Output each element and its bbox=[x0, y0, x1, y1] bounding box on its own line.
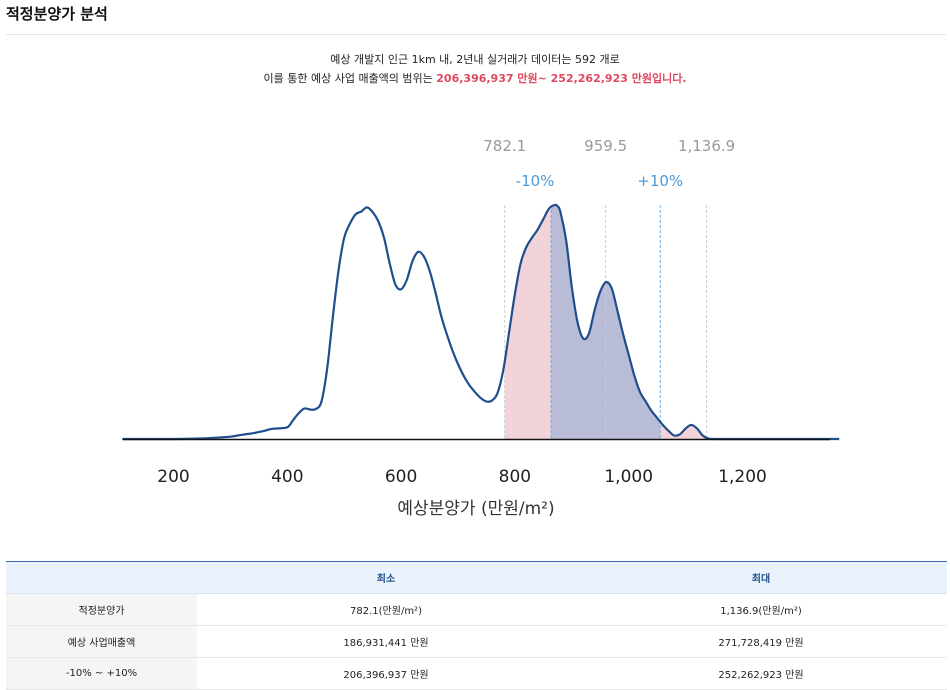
curve-group bbox=[122, 203, 840, 441]
result-table: 최소 최대 적정분양가 782.1(만원/m²) 1,136.9(만원/m²) … bbox=[6, 561, 947, 690]
markers-group bbox=[504, 205, 708, 439]
table-cell-max: 271,728,419 만원 bbox=[575, 625, 947, 658]
revenue-range-highlight: 206,396,937 만원~ 252,262,923 만원입니다. bbox=[436, 72, 687, 85]
page-title: 적정분양가 분석 bbox=[6, 5, 108, 23]
table-cell-min: 782.1(만원/m²) bbox=[197, 593, 575, 626]
table-row: 적정분양가 782.1(만원/m²) 1,136.9(만원/m²) bbox=[6, 593, 947, 626]
summary-line-2-prefix: 이를 통한 예상 사업 매출액의 범위는 bbox=[263, 72, 437, 85]
x-tick-label: 400 bbox=[271, 467, 303, 487]
fills-group bbox=[504, 204, 707, 439]
table-row-label: 예상 사업매출액 bbox=[6, 625, 197, 658]
x-tick-label: 800 bbox=[499, 467, 531, 487]
table-header-row: 최소 최대 bbox=[6, 561, 947, 594]
table-row-label: 적정분양가 bbox=[6, 593, 197, 626]
ten-percent-range-fill bbox=[551, 204, 661, 439]
x-tick-label: 600 bbox=[385, 467, 417, 487]
density-curve bbox=[122, 203, 840, 441]
minus-ten-percent-label: -10% bbox=[516, 172, 555, 190]
density-chart: 200 400 600 800 1,000 1,200 예상분양가 (만원/m²) 782.… bbox=[122, 137, 840, 519]
table-row: 예상 사업매출액 186,931,441 만원 271,728,419 만원 bbox=[6, 625, 947, 658]
appropriate-price-label: 959.5 bbox=[584, 137, 627, 155]
table-cell-min: 186,931,441 만원 bbox=[197, 625, 575, 658]
summary-text: 예상 개발지 인근 1km 내, 2년내 실거래가 데이터는 592 개로 이를… bbox=[0, 50, 950, 88]
table-header-empty bbox=[6, 561, 197, 594]
price-range-fill bbox=[504, 204, 707, 439]
table-header-max: 최대 bbox=[575, 561, 947, 594]
min-price-label: 782.1 bbox=[483, 137, 526, 155]
table-header-min: 최소 bbox=[197, 561, 575, 594]
title-divider bbox=[6, 34, 946, 35]
max-price-label: 1,136.9 bbox=[678, 137, 735, 155]
table-cell-max: 1,136.9(만원/m²) bbox=[575, 593, 947, 626]
summary-line-2: 이를 통한 예상 사업 매출액의 범위는 206,396,937 만원~ 252… bbox=[0, 69, 950, 88]
axis-group: 200 400 600 800 1,000 1,200 예상분양가 (만원/m²) bbox=[123, 438, 830, 519]
summary-line-1: 예상 개발지 인근 1km 내, 2년내 실거래가 데이터는 592 개로 bbox=[330, 53, 620, 66]
plus-ten-percent-label: +10% bbox=[637, 172, 683, 190]
x-tick-label: 1,000 bbox=[604, 467, 653, 487]
x-axis-title: 예상분양가 (만원/m²) bbox=[397, 499, 554, 519]
x-tick-label: 200 bbox=[157, 467, 189, 487]
labels-group: 782.1 959.5 1,136.9 -10% +10% bbox=[483, 137, 735, 190]
x-tick-label: 1,200 bbox=[718, 467, 767, 487]
